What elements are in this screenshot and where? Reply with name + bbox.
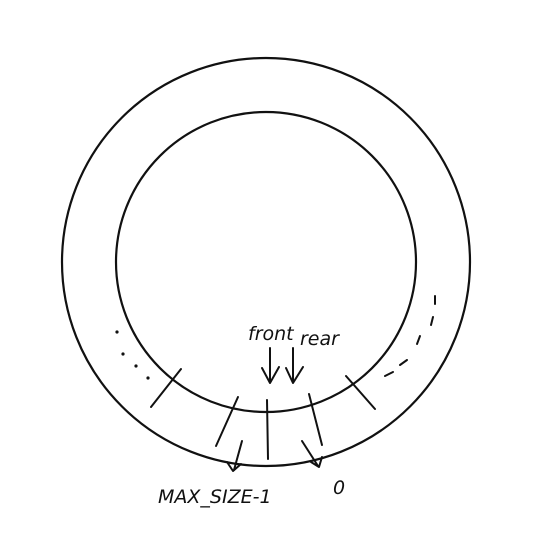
slot-divider [150, 368, 182, 408]
rear-pointer-arrow [285, 347, 304, 384]
ellipsis-dot [134, 364, 138, 368]
ellipsis-dash [384, 371, 394, 377]
front-pointer-arrow [261, 347, 280, 384]
zero-index-label: 0 [333, 477, 345, 499]
ellipsis-dash [399, 359, 408, 366]
ellipsis-dot [146, 376, 150, 380]
slot-divider [215, 396, 239, 447]
ellipsis-dash [416, 335, 421, 345]
slot-divider [345, 375, 376, 410]
rear-label: rear [300, 328, 340, 350]
ellipsis-dot [121, 352, 125, 356]
ellipsis-left [115, 330, 150, 380]
ellipsis-right [384, 295, 436, 377]
front-label: front [248, 323, 295, 345]
ellipsis-dash [430, 316, 434, 326]
slot-divider [308, 393, 323, 446]
zero-index-arrow [301, 440, 323, 468]
inner-ring [114, 110, 418, 414]
max-index-label: MAX_SIZE-1 [158, 486, 272, 508]
outer-ring [60, 56, 472, 468]
slot-divider [266, 399, 269, 460]
ellipsis-dot [115, 330, 119, 334]
slot-dividers [150, 368, 376, 460]
max-index-arrow [226, 440, 243, 472]
